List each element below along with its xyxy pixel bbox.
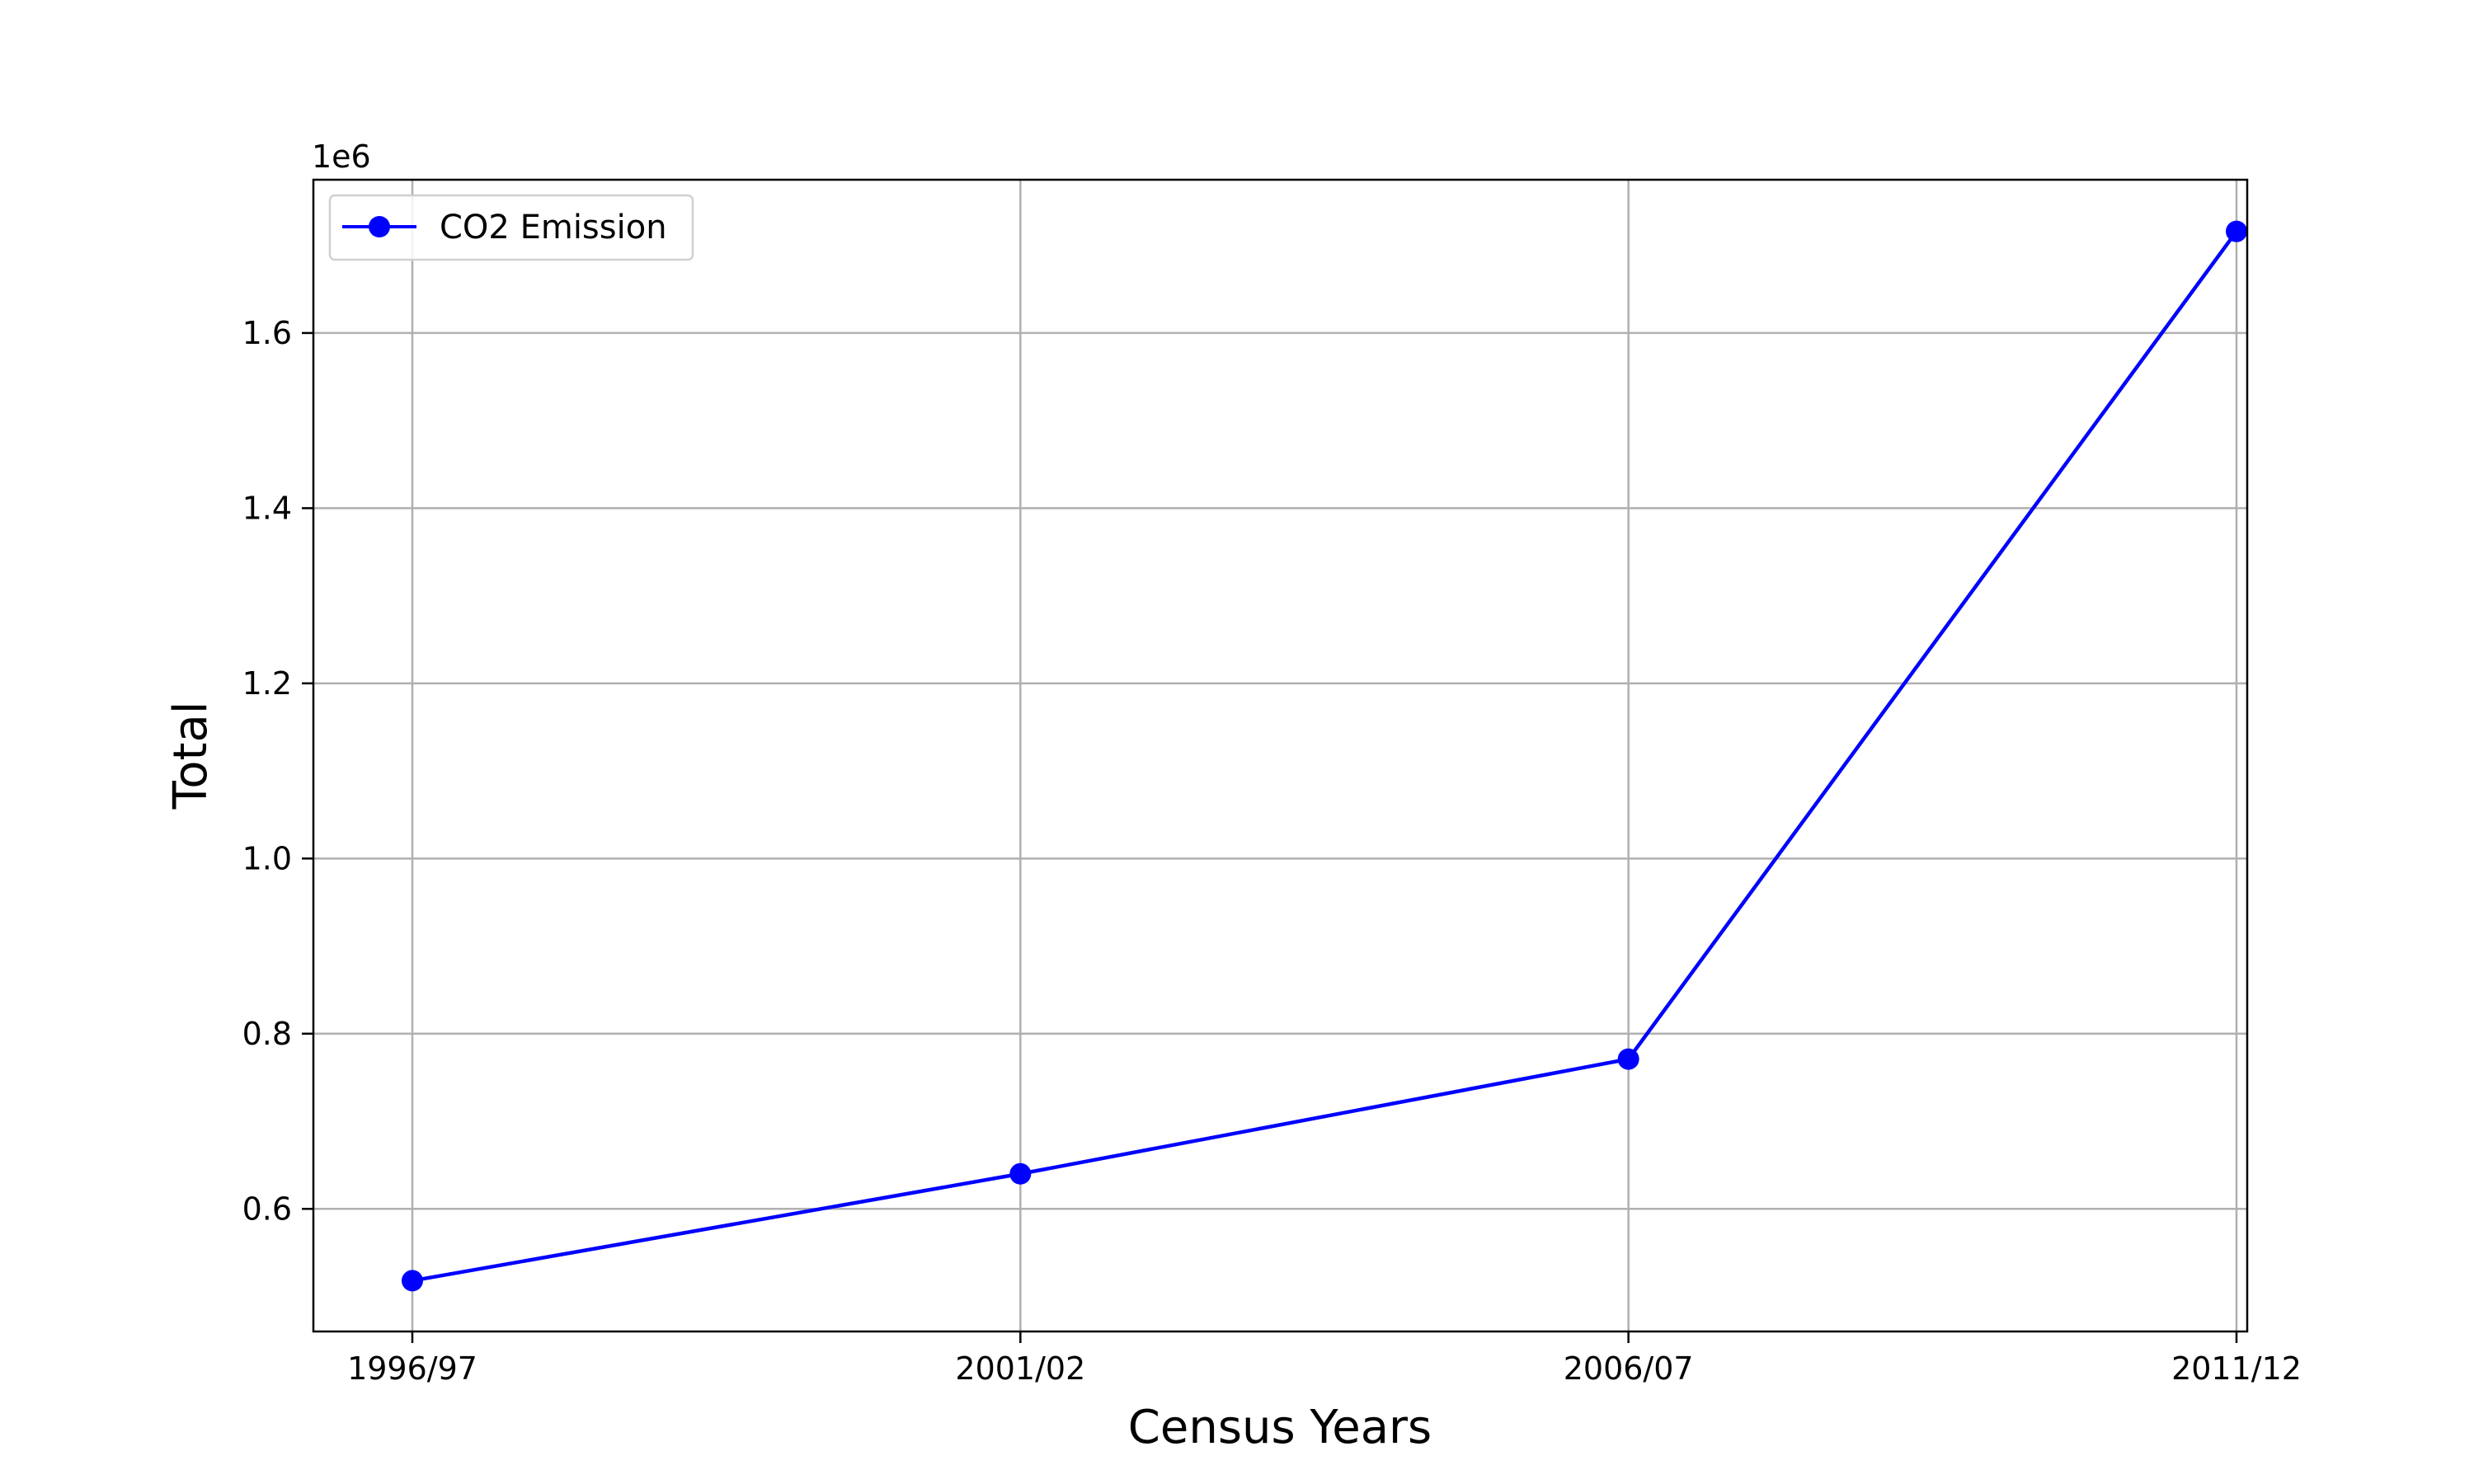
ticks: 1996/97 2001/02 2006/07 2011/12 0.6 0.8 1.0 1.2… — [242, 315, 2302, 1387]
plot-frame — [312, 178, 2249, 1333]
legend-marker — [369, 216, 390, 237]
grid — [313, 180, 2247, 1331]
data-point — [2226, 220, 2247, 242]
x-tick-label: 2011/12 — [2171, 1350, 2302, 1387]
y-tick-label: 1.4 — [242, 490, 292, 526]
x-axis-title: Census Years — [1128, 1401, 1432, 1454]
y-tick-label: 1.0 — [242, 840, 292, 876]
y-tick-label: 1.6 — [242, 315, 292, 351]
x-tick-label: 1996/97 — [347, 1350, 477, 1387]
series-line — [412, 230, 2238, 1283]
y-offset-text: 1e6 — [312, 139, 371, 175]
legend: CO2 Emission — [328, 194, 694, 261]
series-layer — [402, 220, 2247, 1292]
x-tick-label: 2006/07 — [1564, 1350, 1694, 1387]
y-tick-label: 0.6 — [242, 1190, 292, 1227]
data-point — [402, 1270, 423, 1292]
data-point — [1009, 1162, 1032, 1185]
legend-label: CO2 Emission — [440, 209, 667, 247]
y-axis-title: Total — [164, 702, 218, 810]
data-point — [1617, 1048, 1639, 1070]
legend-box — [328, 194, 694, 261]
y-tick-label: 1.2 — [242, 665, 292, 702]
x-tick-label: 2001/02 — [955, 1350, 1085, 1387]
y-tick-label: 0.8 — [242, 1016, 292, 1052]
